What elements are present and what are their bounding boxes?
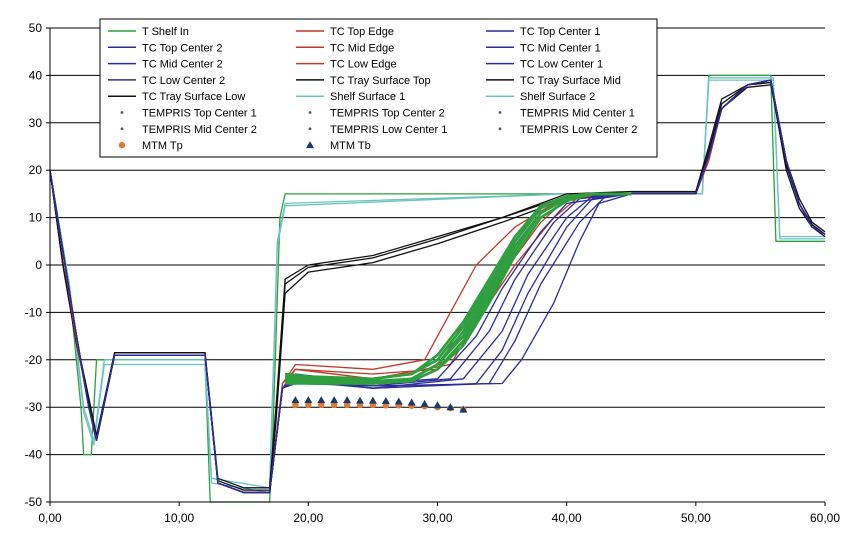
legend-swatch-mtm-tp: [118, 141, 126, 149]
marker-mtm-tb: [407, 398, 416, 406]
legend-swatch-tempris-mid-center-2: [120, 127, 124, 131]
marker-mtm-tp: [318, 401, 325, 409]
x-tick-label: 0,00: [38, 511, 62, 525]
y-tick-label: 20: [29, 163, 43, 177]
x-tick-label: 40,00: [552, 511, 582, 525]
legend-label-tc-top-center-2: TC Top Center 2: [142, 42, 223, 54]
y-tick-label: 10: [29, 211, 43, 225]
legend-label-tc-top-edge: TC Top Edge: [330, 26, 394, 38]
x-tick-label: 50,00: [681, 511, 711, 525]
legend-swatch-tempris-low-center-2: [498, 127, 502, 131]
legend: T Shelf In TC Top Edge TC Top Center 1 TC T…: [99, 18, 658, 158]
legend-label-tc-tray-surface-top: TC Tray Surface Top: [330, 75, 431, 87]
marker-mtm-tb: [330, 396, 339, 404]
axes: -50 -40 -30 -20 -10 0 10 20 30 40 50 0,00 10,00 20,00…: [25, 21, 841, 525]
y-tick-label: 50: [29, 21, 43, 35]
legend-swatch-tempris-top-center-1: [120, 111, 124, 114]
legend-label-tc-low-center-2: TC Low Center 2: [142, 75, 225, 87]
legend-label-shelf-surface-2: Shelf Surface 2: [520, 91, 595, 103]
legend-swatch-mtm-tb: [306, 141, 314, 149]
marker-mtm-tb: [433, 401, 442, 409]
legend-label-tc-mid-edge: TC Mid Edge: [330, 42, 394, 54]
series-line-shelf-surface-2: [49, 79, 825, 494]
marker-mtm-tb: [420, 399, 429, 407]
legend-swatch-tempris-top-center-2: [308, 111, 312, 114]
y-tick-label: -50: [25, 495, 43, 509]
y-tick-label: -40: [25, 448, 43, 462]
marker-mtm-tp: [343, 401, 351, 409]
y-tick-label: -10: [25, 305, 43, 319]
marker-mtm-tb: [343, 396, 352, 404]
marker-mtm-tb: [394, 397, 403, 405]
x-tick-label: 30,00: [422, 511, 452, 525]
marker-mtm-tb: [317, 396, 326, 404]
legend-label-tc-low-edge: TC Low Edge: [330, 59, 397, 71]
marker-mtm-tb: [446, 403, 455, 411]
legend-label-tc-tray-surface-low: TC Tray Surface Low: [142, 91, 245, 103]
legend-label-mtm-tb: MTM Tb: [330, 140, 371, 152]
legend-label-tempris-top-center-1: TEMPRIS Top Center 1: [142, 108, 257, 120]
legend-label-tempris-low-center-1: TEMPRIS Low Center 1: [330, 124, 447, 136]
legend-swatch-tempris-low-center-1: [308, 127, 312, 131]
legend-label-tc-low-center-1: TC Low Center 1: [520, 59, 603, 71]
legend-label-tc-mid-center-2: TC Mid Center 2: [142, 59, 223, 71]
marker-mtm-tb: [381, 397, 390, 405]
marker-mtm-tp: [292, 401, 299, 409]
marker-mtm-tb: [459, 405, 468, 413]
marker-mtm-tb: [304, 396, 313, 404]
legend-label-tempris-mid-center-2: TEMPRIS Mid Center 2: [142, 124, 257, 136]
legend-label-tc-mid-center-1: TC Mid Center 1: [520, 42, 601, 54]
series-line-tc-low-center-2: [49, 79, 826, 494]
x-tick-label: 20,00: [293, 511, 323, 525]
marker-series-group: [291, 396, 468, 413]
legend-label-mtm-tp: MTM Tp: [142, 140, 183, 152]
marker-mtm-tb: [356, 396, 364, 404]
legend-label-t-shelf-in: T Shelf In: [142, 26, 189, 38]
legend-swatch-tempris-mid-center-1: [498, 111, 502, 114]
legend-label-tempris-low-center-2: TEMPRIS Low Center 2: [520, 124, 637, 136]
y-tick-label: -20: [25, 353, 43, 367]
marker-mtm-tp: [305, 401, 312, 409]
legend-label-shelf-surface-1: Shelf Surface 1: [330, 91, 405, 103]
marker-mtm-tp: [330, 401, 338, 409]
series-line-tempris-low-center-2: [284, 192, 632, 385]
x-tick-label: 10,00: [164, 511, 194, 525]
series-group: [49, 74, 826, 503]
y-tick-label: 30: [29, 116, 43, 130]
marker-mtm-tb: [291, 396, 300, 404]
y-tick-label: 40: [29, 68, 43, 82]
y-tick-label: -30: [25, 400, 43, 414]
y-tick-label: 0: [35, 258, 42, 272]
x-tick-label: 60,00: [810, 511, 840, 525]
legend-label-tempris-mid-center-1: TEMPRIS Mid Center 1: [520, 108, 635, 120]
legend-label-tempris-top-center-2: TEMPRIS Top Center 2: [330, 108, 445, 120]
series-line-tempris-low-center-1: [284, 192, 632, 381]
legend-label-tc-top-center-1: TC Top Center 1: [520, 26, 601, 38]
legend-label-tc-tray-surface-mid: TC Tray Surface Mid: [520, 75, 621, 87]
legend-box: [99, 18, 658, 158]
marker-mtm-tb: [368, 396, 377, 404]
